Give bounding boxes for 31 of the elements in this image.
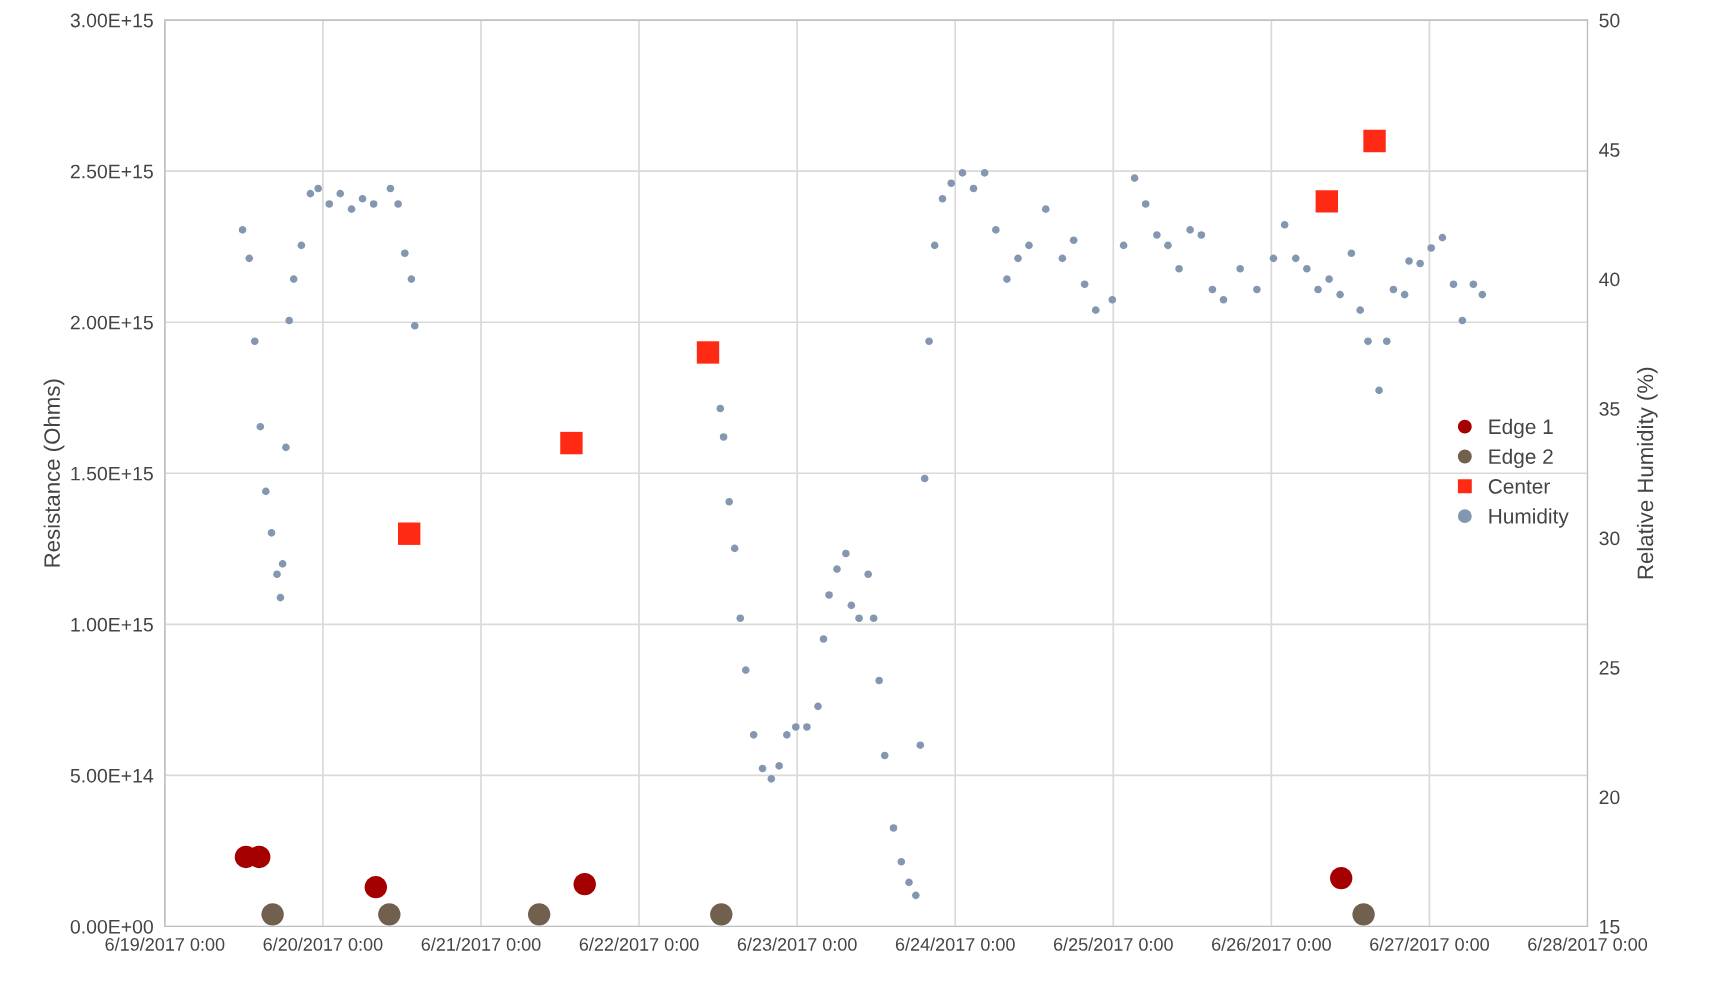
y2-tick-label: 30	[1599, 531, 1620, 546]
y-tick-label: 0.00E+00	[70, 919, 153, 934]
x-tick-label: 6/19/2017 0:00	[105, 937, 225, 951]
x-tick-label: 6/21/2017 0:00	[421, 937, 541, 951]
x-tick-label: 6/23/2017 0:00	[737, 937, 857, 951]
legend-label: Center	[1488, 479, 1550, 494]
x-tick-label: 6/25/2017 0:00	[1053, 937, 1173, 951]
y2-tick-label: 45	[1599, 143, 1620, 157]
y-tick-label: 3.00E+15	[70, 13, 153, 28]
x-tick-label: 6/24/2017 0:00	[895, 937, 1015, 951]
y-tick-label: 1.50E+15	[71, 466, 153, 481]
y-axis-title: Resistance (Ohms)	[43, 379, 65, 567]
x-tick-label: 6/27/2017 0:00	[1370, 937, 1489, 951]
y2-tick-label: 35	[1599, 402, 1620, 416]
x-tick-label: 6/26/2017 0:00	[1212, 937, 1331, 951]
y2-axis-title: Relative Humidity (%)	[1636, 367, 1658, 579]
x-tick-label: 6/28/2017 0:00	[1528, 937, 1648, 951]
legend-label: Edge 2	[1489, 448, 1553, 469]
y-tick-label: 2.00E+15	[70, 315, 153, 330]
y2-tick-label: 20	[1599, 790, 1620, 805]
x-tick-label: 6/20/2017 0:00	[263, 937, 383, 951]
y2-tick-label: 40	[1599, 272, 1620, 287]
legend-label: Edge 1	[1489, 418, 1553, 439]
y-tick-label: 1.00E+15	[71, 617, 153, 632]
x-tick-label: 6/22/2017 0:00	[579, 937, 699, 951]
y2-tick-label: 15	[1600, 920, 1620, 934]
y-tick-label: 2.50E+15	[70, 164, 153, 179]
y2-tick-label: 25	[1599, 660, 1620, 675]
y2-tick-label: 50	[1599, 13, 1620, 28]
legend-label: Humidity	[1489, 508, 1569, 528]
y-tick-label: 5.00E+14	[70, 768, 154, 783]
